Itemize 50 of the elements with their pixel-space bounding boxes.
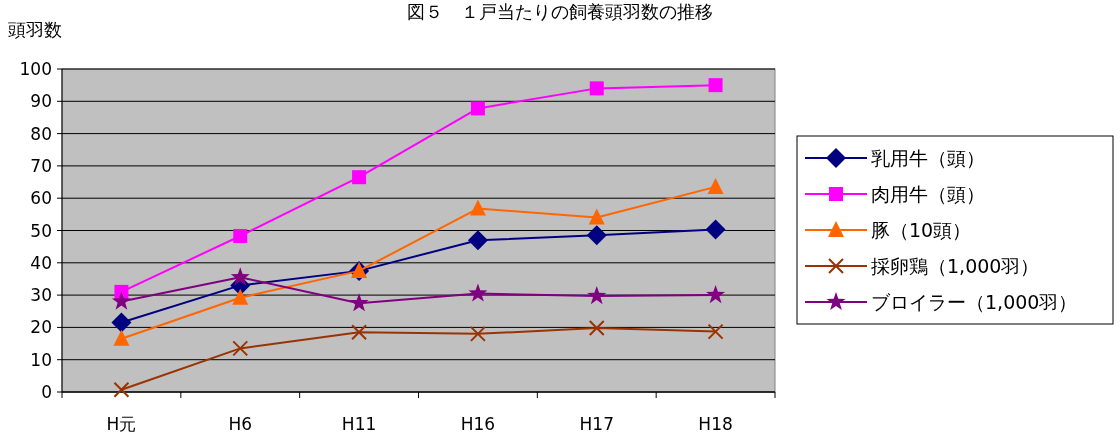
y-tick-label: 10 — [30, 349, 52, 370]
point — [351, 324, 368, 341]
x-tick-label: H11 — [341, 414, 377, 434]
y-tick-label: 40 — [30, 252, 52, 273]
point — [232, 340, 249, 357]
x-tick-label: H17 — [579, 414, 614, 434]
x-tick-label: H6 — [228, 414, 253, 434]
point — [469, 325, 486, 342]
point — [467, 230, 488, 251]
point — [111, 312, 132, 333]
point — [470, 101, 485, 116]
point — [469, 199, 486, 216]
point — [468, 283, 488, 302]
point — [707, 177, 724, 194]
legend-label: 乳用牛（頭） — [871, 147, 985, 169]
y-tick-label: 90 — [30, 91, 52, 112]
y-tick-label: 80 — [30, 123, 52, 144]
legend-label: 採卵鶏（1,000羽） — [871, 255, 1040, 277]
point — [706, 285, 726, 304]
x-tick-label: H18 — [698, 414, 733, 434]
point — [352, 170, 367, 185]
point — [230, 267, 250, 286]
point — [705, 219, 726, 240]
y-tick-label: 50 — [30, 220, 52, 241]
point — [707, 323, 724, 340]
point — [113, 329, 130, 346]
y-tick-label: 70 — [30, 155, 52, 176]
point — [111, 291, 131, 310]
point — [233, 228, 248, 243]
y-tick-label: 0 — [41, 382, 52, 402]
y-tick-label: 30 — [30, 285, 52, 306]
point — [586, 225, 607, 246]
point — [349, 293, 369, 312]
legend-label: 肉用牛（頭） — [871, 183, 985, 205]
point — [588, 208, 605, 225]
point — [113, 381, 130, 398]
chart-title: 図５ １戸当たりの飼養頭羽数の推移 — [407, 1, 713, 22]
x-tick-label: H16 — [460, 414, 496, 434]
legend-label: 豚（10頭） — [871, 219, 972, 241]
point — [708, 78, 723, 93]
point — [232, 288, 249, 305]
point — [588, 320, 605, 337]
legend-label: ブロイラー（1,000羽） — [871, 291, 1078, 313]
y-tick-label: 20 — [30, 317, 52, 338]
x-tick-label: H元 — [106, 414, 137, 434]
point — [587, 286, 607, 305]
point — [589, 81, 604, 96]
y-axis-title: 頭羽数 — [8, 19, 62, 40]
y-tick-label: 100 — [19, 59, 52, 79]
y-tick-label: 60 — [30, 188, 52, 209]
